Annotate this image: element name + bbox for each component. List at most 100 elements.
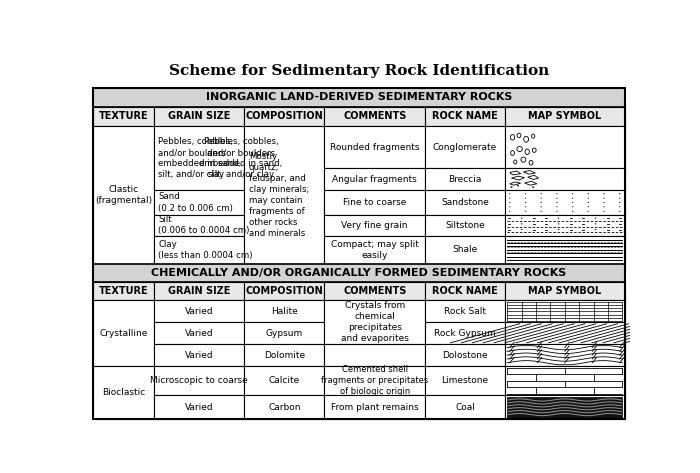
Text: ROCK NAME: ROCK NAME [432, 112, 498, 122]
Text: TEXTURE: TEXTURE [99, 286, 148, 296]
Circle shape [509, 211, 510, 212]
Circle shape [572, 198, 573, 199]
Text: Varied: Varied [185, 307, 214, 316]
Text: Fine to coarse: Fine to coarse [343, 198, 407, 207]
Circle shape [525, 211, 526, 212]
Bar [324, 126, 425, 168]
Bar [505, 168, 624, 190]
Circle shape [525, 206, 526, 207]
Text: Silt
(0.006 to 0.0004 cm): Silt (0.006 to 0.0004 cm) [158, 215, 250, 236]
Text: Rounded fragments: Rounded fragments [330, 142, 419, 152]
Circle shape [572, 193, 573, 194]
Circle shape [619, 198, 620, 199]
Text: Sandstone: Sandstone [441, 198, 489, 207]
Text: TEXTURE: TEXTURE [99, 112, 148, 122]
Bar [425, 366, 505, 395]
Circle shape [556, 202, 558, 203]
Circle shape [540, 198, 542, 199]
Bar [505, 236, 624, 264]
Circle shape [556, 206, 558, 207]
Bar [154, 344, 244, 366]
Bar [505, 215, 624, 236]
Bar [154, 190, 244, 215]
Circle shape [603, 198, 605, 199]
Bar [324, 107, 425, 126]
Text: Clay
(less than 0.0004 cm): Clay (less than 0.0004 cm) [158, 240, 253, 260]
Circle shape [572, 211, 573, 212]
Text: Crystalline: Crystalline [99, 329, 148, 338]
Text: Crystals from
chemical
precipitates
and evaporites: Crystals from chemical precipitates and … [341, 301, 409, 343]
Text: Bioclastic: Bioclastic [102, 388, 145, 397]
Circle shape [509, 198, 510, 199]
Text: Coal: Coal [455, 403, 475, 412]
Circle shape [509, 202, 510, 203]
Text: Limestone: Limestone [442, 377, 489, 385]
Text: Pebbles, cobbles,
and/or boulders
embedded in sand,
silt, and/or clay: Pebbles, cobbles, and/or boulders embedd… [199, 137, 283, 179]
Bar [324, 366, 425, 395]
Bar [324, 215, 425, 236]
Bar [505, 322, 624, 344]
Text: CHEMICALLY AND/OR ORGANICALLY FORMED SEDIMENTARY ROCKS: CHEMICALLY AND/OR ORGANICALLY FORMED SED… [151, 268, 566, 278]
Circle shape [521, 218, 522, 219]
Circle shape [556, 211, 558, 212]
Bar [425, 282, 505, 300]
Circle shape [558, 223, 559, 224]
Bar [154, 215, 244, 236]
Circle shape [521, 223, 522, 224]
Bar [244, 126, 324, 264]
Circle shape [532, 186, 534, 188]
Bar [505, 107, 624, 126]
Circle shape [603, 211, 605, 212]
Bar [324, 282, 425, 300]
Circle shape [619, 202, 620, 203]
Circle shape [510, 186, 512, 188]
Circle shape [587, 193, 589, 194]
Circle shape [603, 202, 605, 203]
Text: Varied: Varied [185, 403, 214, 412]
Bar [154, 366, 244, 395]
Circle shape [525, 198, 526, 199]
Text: COMPOSITION: COMPOSITION [246, 112, 323, 122]
Text: Calcite: Calcite [269, 377, 300, 385]
Circle shape [540, 193, 542, 194]
Bar [425, 395, 505, 419]
Text: Breccia: Breccia [449, 175, 482, 184]
Text: Very fine grain: Very fine grain [342, 221, 408, 230]
Text: Compact; may split
easily: Compact; may split easily [331, 240, 419, 260]
Text: MAP SYMBOL: MAP SYMBOL [528, 112, 601, 122]
Bar [505, 126, 624, 168]
Circle shape [572, 206, 573, 207]
Text: Mostly
quartz,
feldspar, and
clay minerals;
may contain
fragments of
other rocks: Mostly quartz, feldspar, and clay minera… [248, 152, 309, 238]
Text: GRAIN SIZE: GRAIN SIZE [168, 112, 230, 122]
Bar [324, 190, 425, 215]
Bar [425, 322, 505, 344]
Bar [505, 395, 624, 419]
Bar [154, 282, 244, 300]
Bar [505, 366, 624, 395]
Text: Siltstone: Siltstone [445, 221, 485, 230]
Bar [93, 88, 624, 107]
Text: Varied: Varied [185, 329, 214, 338]
Circle shape [540, 202, 542, 203]
Bar [505, 190, 624, 215]
Text: Dolomite: Dolomite [264, 350, 305, 359]
Circle shape [595, 218, 596, 219]
Text: Microscopic to coarse: Microscopic to coarse [150, 377, 248, 385]
Circle shape [521, 229, 522, 230]
Text: Pebbles, cobbles,
and/or boulders
embedded in sand,
silt, and/or clay: Pebbles, cobbles, and/or boulders embedd… [158, 137, 242, 179]
Bar [244, 344, 324, 366]
Bar [93, 107, 154, 126]
Bar [507, 397, 622, 418]
Bar [324, 236, 425, 264]
Circle shape [525, 202, 526, 203]
Circle shape [619, 206, 620, 207]
Bar [505, 282, 624, 300]
Bar [154, 395, 244, 419]
Text: Scheme for Sedimentary Rock Identification: Scheme for Sedimentary Rock Identificati… [169, 64, 549, 79]
Bar [425, 168, 505, 190]
Bar [93, 282, 154, 300]
Circle shape [619, 211, 620, 212]
Circle shape [595, 223, 596, 224]
Text: Rock Salt: Rock Salt [444, 307, 486, 316]
Bar [154, 126, 244, 190]
